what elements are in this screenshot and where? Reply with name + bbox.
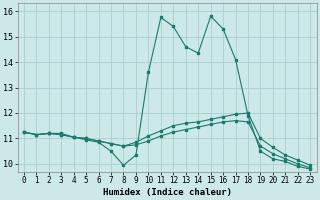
X-axis label: Humidex (Indice chaleur): Humidex (Indice chaleur): [103, 188, 232, 197]
